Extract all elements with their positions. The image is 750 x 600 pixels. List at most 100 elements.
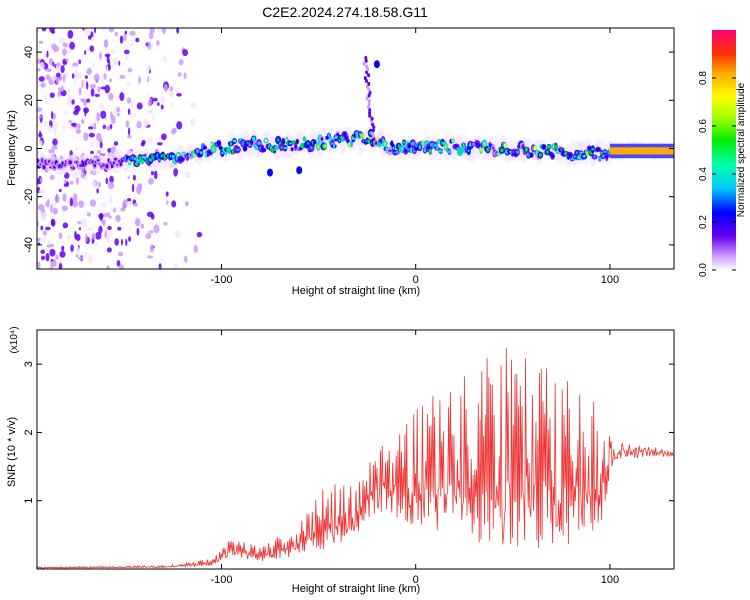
- snr-x-ticks: -100 0 100: [210, 330, 619, 586]
- spectrogram-noise-blob: [52, 207, 58, 215]
- spectrogram-ridge-core: [320, 137, 323, 141]
- spectrogram-ridge-core: [568, 153, 572, 158]
- spectrogram-noise-blob: [183, 72, 187, 80]
- spectrogram-noise-blob: [114, 238, 119, 246]
- spectrogram-noise-blob: [99, 51, 102, 60]
- spectrogram-noise-blob: [56, 62, 61, 66]
- spectrogram-noise-blob: [126, 97, 132, 104]
- spectrogram-noise-blob: [51, 218, 54, 226]
- spectrogram-noise-blob: [46, 244, 52, 248]
- spectrogram-noise-blob: [193, 244, 198, 254]
- spectrogram-noise-blob: [84, 28, 89, 35]
- snr-y-tick-label: 3: [23, 361, 35, 367]
- spectrogram-noise-blob: [89, 199, 97, 207]
- spectrogram-ridge-core: [216, 141, 221, 146]
- spectrogram-ridge-core: [601, 154, 605, 158]
- spectrogram-noise-blob: [98, 103, 104, 111]
- spectrogram-ridge-core: [503, 143, 507, 148]
- spectrogram-noise-blob: [37, 237, 41, 242]
- spectrogram-noise-blob: [65, 58, 69, 62]
- spectrogram-noise-blob: [130, 101, 134, 109]
- snr-series-line: [36, 348, 674, 570]
- spectrogram-noise-blob: [109, 124, 113, 129]
- spectrogram-branch-blob: [367, 73, 371, 78]
- spectrogram-noise-blob: [52, 61, 55, 67]
- spectrogram-noise-blob: [96, 170, 101, 175]
- spectrogram-ridge-core: [252, 136, 256, 142]
- spectrogram-noise-blob: [115, 214, 121, 223]
- spectrogram-noise-blob: [168, 91, 175, 98]
- spectrogram-noise-blob: [58, 37, 65, 44]
- spectrogram-noise-blob: [196, 231, 203, 238]
- spectrogram-noise-blob: [113, 57, 119, 66]
- spectrogram-noise-blob: [92, 61, 95, 67]
- spectrogram-noise-blob: [145, 233, 152, 239]
- spectrogram-noise-blob: [108, 92, 114, 101]
- spectrogram-noise-blob: [84, 107, 87, 117]
- spectrogram-noise-blob: [70, 244, 74, 252]
- spectrogram-noise-blob: [135, 218, 141, 227]
- spectrogram-ridge-core: [218, 146, 223, 149]
- spectrogram-ridge-core: [530, 153, 533, 157]
- spectrogram-ridge-core: [383, 141, 386, 147]
- spectrogram-ridge-core: [542, 144, 546, 150]
- spectrogram-noise-blob: [176, 121, 183, 130]
- spectrogram-noise-blob: [150, 43, 153, 51]
- spectrogram-noise-blob: [140, 223, 145, 229]
- spectrogram-noise-blob: [96, 132, 102, 141]
- spectrogram-ridge-core: [289, 142, 292, 145]
- spectrogram-noise-blob: [60, 65, 65, 74]
- spectrogram-ridge-core: [341, 136, 345, 141]
- spectrogram-branch-blob: [367, 99, 371, 104]
- spectrogram-noise-blob: [66, 88, 72, 93]
- spectrogram-noise-blob: [116, 260, 121, 267]
- spectrogram-noise-blob: [62, 193, 67, 202]
- spectrogram-noise-blob: [51, 111, 54, 120]
- spectrogram-noise-blob: [51, 145, 58, 150]
- spectrogram-ridge-core: [550, 155, 555, 158]
- spectrogram-branch-blob: [367, 102, 371, 107]
- spectrogram-noise-blob: [101, 76, 104, 85]
- spectrogram-area: [37, 28, 674, 269]
- spectrogram-noise-blob: [86, 98, 90, 103]
- spectrogram-noise-blob: [127, 198, 132, 202]
- spectrogram-ridge-core: [374, 141, 378, 145]
- spectrogram-noise-blob: [95, 231, 102, 240]
- spectrogram-branch-blob: [363, 76, 367, 81]
- spectrogram-noise-blob: [171, 200, 177, 208]
- spectrogram-noise-blob: [41, 255, 45, 261]
- spectrogram-ridge-core: [112, 161, 115, 165]
- spectrogram-ridge-core: [327, 133, 330, 137]
- colorbar-tick-label: 0.6: [698, 119, 709, 133]
- spectrogram-ridge-core: [546, 150, 549, 154]
- spectrogram-noise-blob: [66, 234, 72, 240]
- spectrogram-ridge-core: [395, 150, 399, 154]
- spectrogram-noise-blob: [52, 259, 57, 268]
- spectrogram-noise-blob: [46, 198, 50, 208]
- spectrogram-ridge-core: [435, 146, 439, 151]
- spectrogram-ridge-core: [68, 160, 72, 165]
- spectrogram-noise-blob: [42, 230, 48, 236]
- spectrogram-noise-blob: [90, 139, 94, 148]
- spectrogram-y-tick-label: -20: [23, 189, 35, 205]
- spectrogram-noise-blob: [41, 212, 46, 221]
- spectrogram-panel: -100 0 100 -40 -20 0 20 40 Height of straight …: [6, 27, 675, 297]
- spectrogram-noise-blob: [86, 67, 92, 75]
- spectrogram-noise-blob: [96, 112, 100, 122]
- spectrogram-ridge-core: [227, 148, 231, 152]
- spectrogram-ridge-core: [603, 150, 607, 153]
- spectrogram-noise-blob: [72, 62, 79, 67]
- spectrogram-x-label: Height of straight line (km): [292, 285, 420, 297]
- spectrogram-noise-blob: [157, 28, 163, 33]
- spectrogram-noise-blob: [106, 265, 110, 269]
- spectrogram-noise-blob: [93, 28, 97, 34]
- spectrogram-noise-blob: [145, 170, 148, 175]
- spectrogram-ridge-core: [414, 147, 419, 151]
- spectrogram-noise-blob: [149, 244, 155, 253]
- spectrogram-noise-blob: [75, 146, 78, 151]
- spectrogram-noise-blob: [71, 122, 77, 127]
- spectrogram-noise-blob: [89, 45, 95, 52]
- spectrogram-ridge-core: [274, 145, 279, 151]
- spectrogram-noise-blob: [62, 48, 67, 56]
